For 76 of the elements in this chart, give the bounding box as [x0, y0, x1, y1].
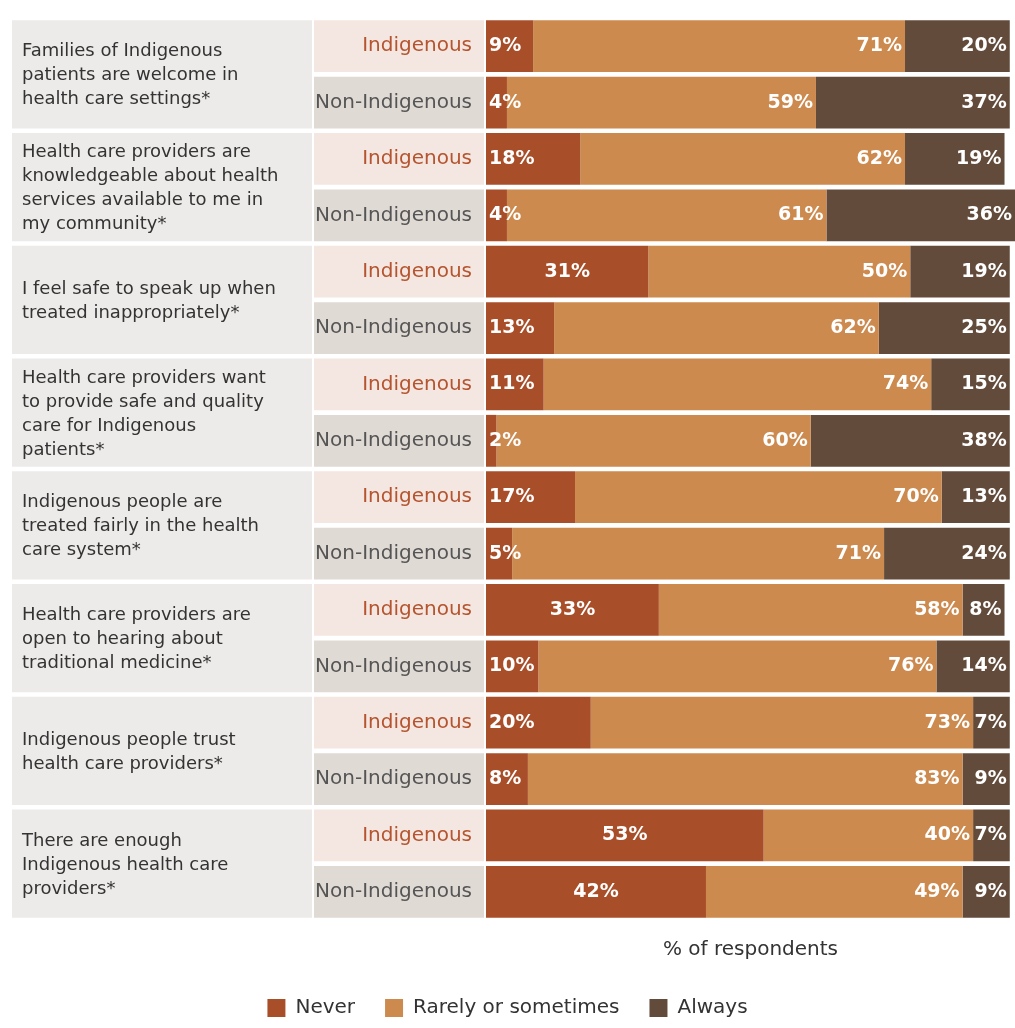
data-label: 13% — [961, 484, 1007, 507]
data-label: 7% — [974, 822, 1007, 845]
data-label: 31% — [544, 258, 590, 281]
data-label: 37% — [961, 89, 1007, 112]
data-label: 15% — [961, 371, 1007, 394]
text: Families of Indigenous patients are welcome in health care settings* — [22, 38, 240, 111]
y-tick-label: Indigenous — [362, 483, 472, 508]
data-label: 53% — [602, 822, 648, 845]
data-label: 76% — [887, 653, 934, 676]
y-tick-label: Non-Indigenous — [315, 878, 472, 903]
y-tick-label: Non-Indigenous — [315, 88, 472, 113]
data-label: 83% — [914, 766, 960, 788]
y-tick-label: Indigenous — [362, 145, 472, 170]
data-label: 10% — [489, 653, 535, 676]
data-label: 61% — [777, 202, 824, 225]
data-label: 58% — [914, 596, 960, 619]
data-label: 20% — [961, 33, 1007, 56]
data-label: 5% — [489, 540, 522, 563]
legend-label: Always — [677, 994, 748, 1019]
data-label: 14% — [961, 653, 1007, 676]
data-label: 19% — [956, 145, 1002, 168]
text: Health care providers are open to hearing about traditional medicine* — [22, 602, 252, 675]
data-label: 4% — [489, 202, 522, 225]
y-tick-label: Indigenous — [362, 708, 472, 733]
data-label: 49% — [914, 878, 960, 901]
data-label: 71% — [856, 33, 903, 56]
data-label: 50% — [861, 258, 908, 281]
y-tick-label: Indigenous — [362, 370, 472, 395]
text: Indigenous people are treated fairly in the health care system* — [22, 489, 260, 562]
data-label: 62% — [830, 315, 876, 337]
data-label: 18% — [489, 145, 535, 168]
data-label: 74% — [882, 371, 929, 394]
data-label: 38% — [961, 427, 1007, 450]
data-label: 70% — [893, 484, 939, 507]
text: I feel safe to speak up when treated inappropriately* — [22, 275, 277, 324]
data-label: 36% — [966, 202, 1012, 225]
legend-label: Rarely or sometimes — [413, 994, 620, 1019]
y-tick-label: Non-Indigenous — [315, 652, 472, 677]
data-label: 42% — [573, 878, 619, 901]
data-label: 33% — [549, 596, 596, 619]
data-label: 24% — [961, 540, 1007, 563]
y-tick-label: Non-Indigenous — [315, 765, 472, 790]
data-label: 9% — [974, 766, 1007, 788]
y-tick-label: Indigenous — [362, 821, 472, 846]
data-label: 40% — [924, 822, 971, 845]
data-label: 8% — [489, 766, 522, 788]
data-label: 9% — [974, 878, 1007, 901]
data-label: 20% — [489, 709, 535, 732]
y-tick-label: Non-Indigenous — [315, 201, 472, 226]
data-label: 71% — [835, 540, 882, 563]
x-axis-title: % of respondents — [662, 936, 839, 961]
data-label: 17% — [489, 484, 535, 507]
data-label: 62% — [856, 145, 903, 168]
data-label: 7% — [974, 709, 1007, 732]
data-label: 2% — [489, 427, 522, 450]
y-tick-label: Non-Indigenous — [315, 539, 472, 564]
data-label: 73% — [924, 709, 971, 732]
data-label: 9% — [489, 33, 522, 56]
data-label: 25% — [961, 315, 1007, 337]
data-label: 59% — [767, 89, 813, 112]
legend-label: Never — [295, 994, 356, 1019]
data-label: 13% — [489, 315, 535, 337]
y-tick-label: Indigenous — [362, 32, 472, 57]
data-label: 60% — [762, 427, 808, 450]
data-label: 11% — [489, 371, 535, 394]
y-tick-label: Indigenous — [362, 257, 472, 282]
text: Health care providers are knowledgeable about health services available to me in my community* — [22, 139, 280, 236]
text: Indigenous people trust health care providers* — [22, 726, 237, 775]
y-tick-label: Non-Indigenous — [315, 427, 472, 452]
data-label: 4% — [489, 89, 522, 112]
text: Health care providers want to provide safe and quality care for Indigenous patients* — [22, 364, 267, 461]
y-tick-label: Non-Indigenous — [315, 314, 472, 339]
y-tick-label: Indigenous — [362, 596, 472, 621]
text: There are enough Indigenous health care providers* — [22, 827, 230, 900]
data-label: 19% — [961, 258, 1007, 281]
data-label: 8% — [969, 596, 1002, 619]
